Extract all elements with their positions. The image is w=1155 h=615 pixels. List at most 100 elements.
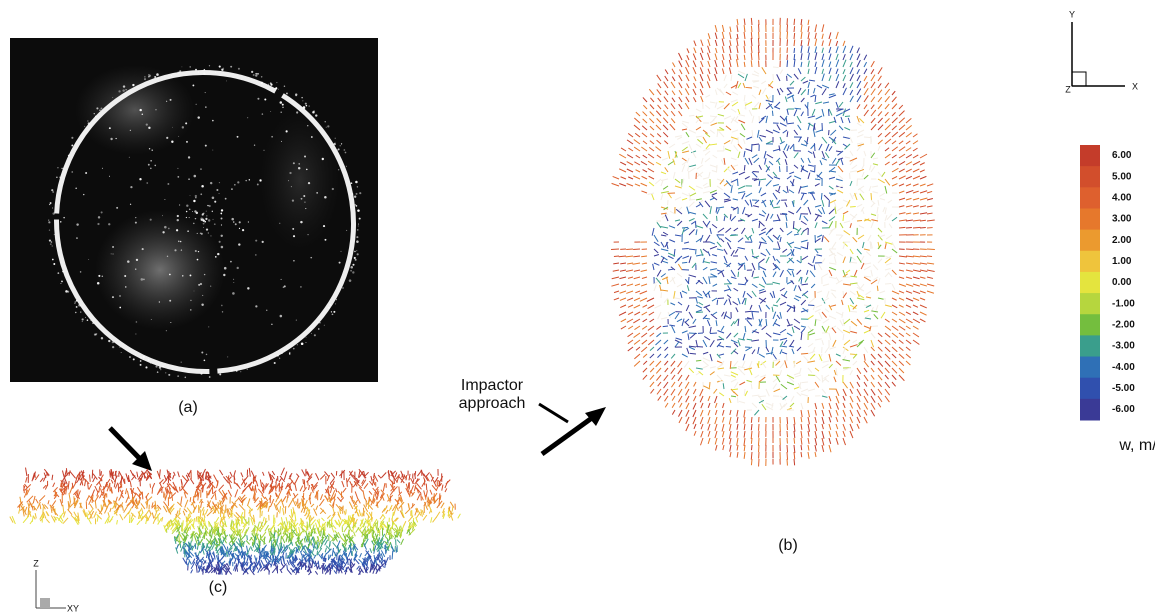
speckle bbox=[293, 235, 295, 237]
vector bbox=[801, 452, 802, 457]
vector bbox=[88, 518, 91, 524]
vector bbox=[780, 116, 785, 120]
vector bbox=[635, 291, 640, 293]
vector bbox=[669, 312, 675, 316]
vector bbox=[836, 438, 838, 445]
vector bbox=[795, 375, 801, 377]
vector bbox=[790, 403, 794, 407]
vector bbox=[892, 147, 898, 151]
vector bbox=[885, 148, 889, 151]
vector bbox=[657, 140, 661, 144]
vector bbox=[687, 48, 689, 53]
vector bbox=[661, 179, 668, 180]
speckle bbox=[282, 104, 284, 106]
speckle bbox=[223, 72, 224, 73]
vector bbox=[701, 48, 703, 53]
vector bbox=[794, 431, 795, 438]
speckle bbox=[102, 168, 103, 169]
vector bbox=[927, 263, 934, 264]
speckle bbox=[352, 264, 354, 266]
speckle bbox=[293, 348, 295, 350]
vector bbox=[661, 257, 664, 263]
vector bbox=[857, 389, 861, 396]
vector bbox=[664, 97, 668, 102]
vector bbox=[26, 477, 27, 482]
vector bbox=[217, 522, 218, 526]
vector bbox=[776, 190, 780, 193]
vector bbox=[142, 492, 143, 499]
vector bbox=[745, 256, 748, 261]
vector bbox=[643, 105, 647, 109]
vector bbox=[752, 263, 755, 270]
vector bbox=[751, 424, 752, 430]
vector bbox=[715, 74, 717, 81]
vector bbox=[117, 520, 118, 524]
vector bbox=[801, 186, 808, 188]
vector bbox=[97, 515, 98, 522]
vector bbox=[920, 220, 926, 221]
speckle bbox=[300, 286, 302, 288]
vector bbox=[423, 515, 427, 520]
vector bbox=[715, 431, 717, 438]
vector bbox=[746, 87, 752, 88]
vector bbox=[824, 375, 829, 379]
vector bbox=[738, 248, 745, 249]
vector bbox=[789, 172, 794, 174]
vector bbox=[696, 172, 702, 177]
speckle bbox=[193, 175, 196, 178]
vector bbox=[814, 130, 815, 137]
vector bbox=[326, 549, 331, 554]
vector bbox=[906, 333, 910, 336]
vector bbox=[723, 445, 724, 450]
vector bbox=[818, 264, 822, 270]
vector bbox=[864, 137, 871, 138]
vector bbox=[871, 311, 878, 312]
speckle bbox=[210, 286, 211, 287]
vector bbox=[731, 75, 732, 81]
vector bbox=[794, 228, 799, 231]
vector bbox=[700, 53, 703, 60]
vector bbox=[762, 277, 766, 284]
vector bbox=[913, 263, 921, 264]
vector bbox=[715, 403, 717, 408]
vector bbox=[865, 318, 871, 319]
vector bbox=[642, 176, 647, 179]
vector bbox=[878, 90, 882, 95]
vector bbox=[738, 284, 746, 285]
speckle bbox=[206, 228, 208, 230]
vector bbox=[703, 267, 707, 270]
vector bbox=[221, 547, 222, 554]
vector bbox=[724, 249, 727, 254]
speckle bbox=[132, 84, 134, 86]
vector bbox=[899, 169, 905, 172]
vector bbox=[843, 284, 851, 285]
vector bbox=[755, 375, 759, 378]
vector bbox=[774, 177, 780, 179]
vector bbox=[842, 312, 843, 318]
vector bbox=[204, 513, 205, 518]
speckle bbox=[181, 249, 182, 250]
vector bbox=[614, 291, 619, 293]
vector bbox=[315, 473, 318, 480]
vector bbox=[306, 508, 308, 515]
vector bbox=[864, 310, 869, 312]
vector bbox=[647, 298, 654, 302]
vector bbox=[899, 277, 904, 278]
speckle bbox=[280, 101, 283, 104]
vector bbox=[247, 562, 248, 566]
vector bbox=[892, 375, 896, 380]
speckle bbox=[338, 169, 339, 170]
vector bbox=[627, 298, 633, 300]
speckle bbox=[255, 254, 257, 256]
speckle bbox=[167, 256, 168, 257]
vector bbox=[866, 291, 871, 295]
vector bbox=[822, 48, 823, 53]
speckle bbox=[52, 212, 54, 214]
vector bbox=[648, 193, 654, 195]
vector bbox=[620, 298, 626, 300]
vector bbox=[696, 109, 701, 112]
vector bbox=[634, 361, 640, 366]
vector bbox=[200, 512, 201, 518]
vector bbox=[730, 410, 731, 415]
speckle bbox=[205, 145, 207, 147]
